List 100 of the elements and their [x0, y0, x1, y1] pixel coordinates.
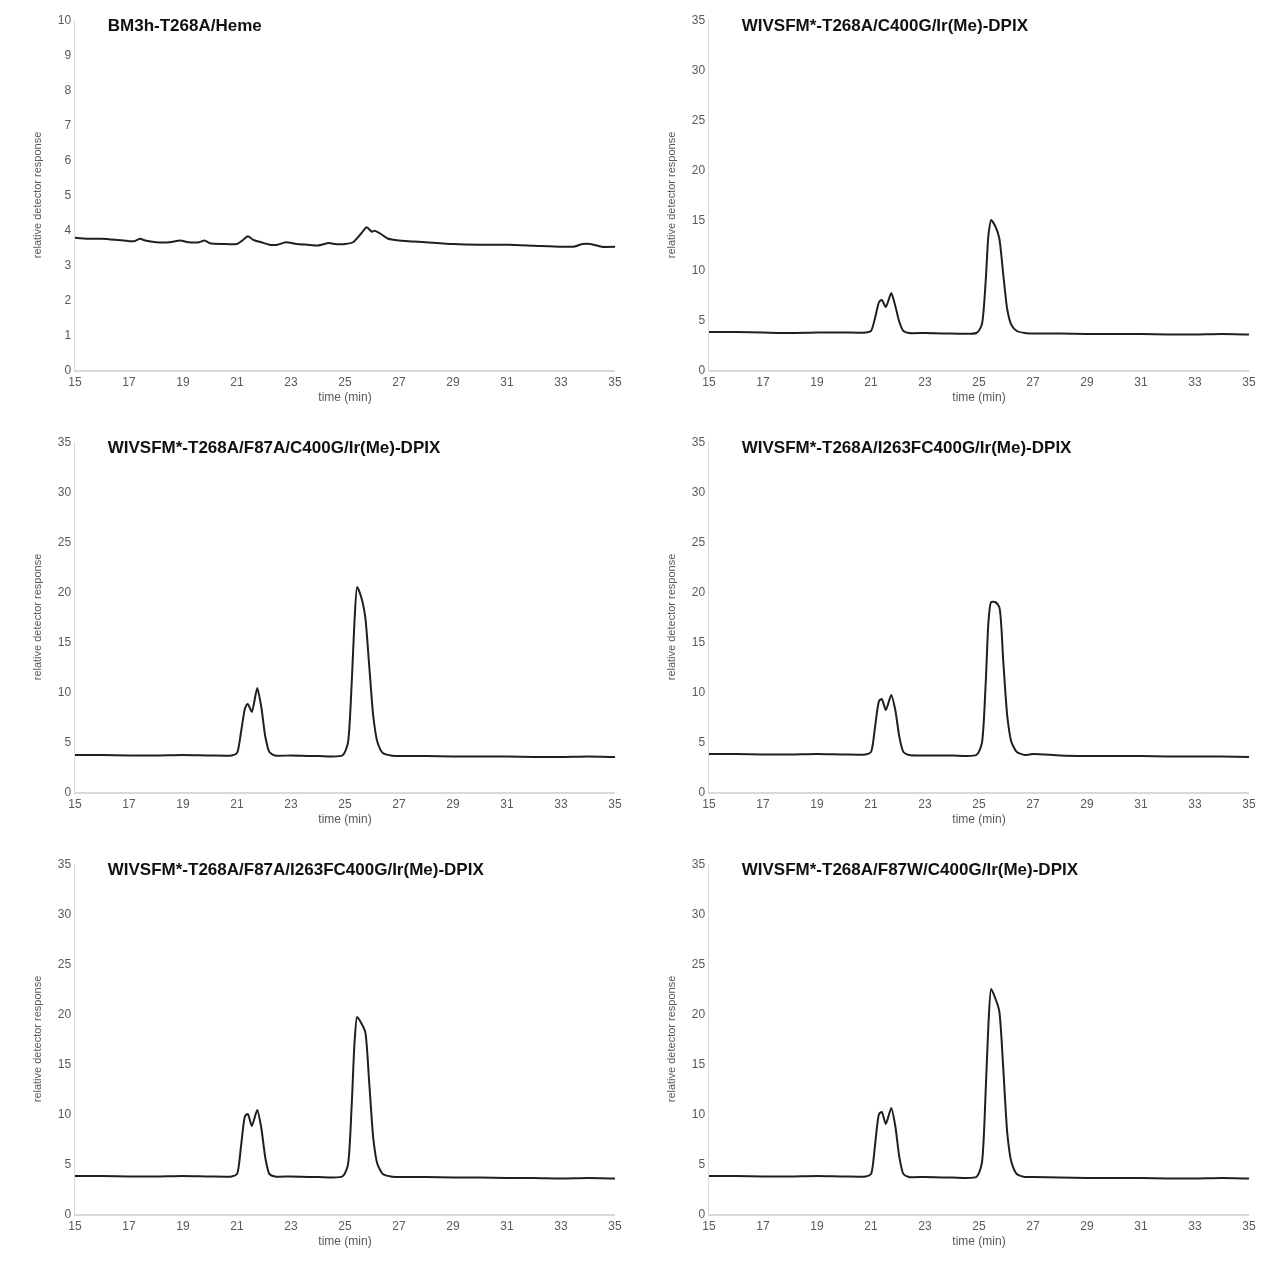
y-axis-title: relative detector response: [664, 553, 677, 681]
x-tick-label: 27: [1026, 374, 1040, 389]
x-tick-label: 29: [446, 374, 460, 389]
y-tick-label: 5: [64, 735, 72, 750]
y-tick-label: 5: [698, 735, 706, 750]
y-tick-label: 35: [57, 857, 72, 872]
x-tick-label: 33: [1188, 1218, 1202, 1233]
x-tick-label: 21: [864, 374, 878, 389]
line-series: [75, 1016, 615, 1180]
y-tick-label: 5: [698, 313, 706, 328]
y-tick-label: 25: [691, 535, 706, 550]
line-series: [709, 600, 1249, 758]
chart-title: WIVSFM*-T268A/F87A/C400G/Ir(Me)-DPIX: [107, 437, 441, 457]
y-tick-label: 25: [691, 957, 706, 972]
x-axis-title: time (min): [318, 389, 372, 404]
x-tick-label: 29: [1080, 796, 1094, 811]
x-tick-label: 19: [176, 374, 190, 389]
x-tick-label: 33: [554, 1218, 568, 1233]
y-tick-label: 20: [691, 1007, 706, 1022]
y-tick-label: 0: [698, 785, 706, 800]
y-tick-label: 7: [64, 118, 72, 133]
y-tick-label: 35: [691, 435, 706, 450]
y-tick-label: 10: [691, 263, 706, 278]
y-tick-label: 30: [691, 63, 706, 78]
x-tick-label: 27: [1026, 796, 1040, 811]
x-tick-label: 17: [122, 1218, 136, 1233]
y-tick-label: 10: [691, 685, 706, 700]
x-tick-label: 31: [500, 1218, 514, 1233]
line-series: [709, 219, 1249, 336]
x-tick-label: 19: [810, 374, 824, 389]
y-tick-label: 5: [64, 188, 72, 203]
x-tick-label: 29: [1080, 374, 1094, 389]
x-axis-title: time (min): [318, 811, 372, 826]
x-tick-label: 17: [756, 374, 770, 389]
x-axis-title: time (min): [952, 1233, 1006, 1248]
y-tick-label: 20: [57, 585, 72, 600]
y-tick-label: 30: [57, 907, 72, 922]
x-tick-label: 35: [608, 796, 622, 811]
x-tick-label: 19: [176, 796, 190, 811]
x-tick-label: 31: [500, 796, 514, 811]
y-axis-title: relative detector response: [664, 975, 677, 1103]
y-tick-label: 2: [64, 293, 72, 308]
line-series: [709, 988, 1249, 1180]
x-tick-label: 31: [1134, 374, 1148, 389]
y-tick-label: 10: [57, 1107, 72, 1122]
y-axis-title: relative detector response: [30, 131, 43, 259]
x-tick-label: 21: [864, 1218, 878, 1233]
x-tick-label: 31: [1134, 1218, 1148, 1233]
x-tick-label: 33: [1188, 374, 1202, 389]
y-tick-label: 20: [691, 163, 706, 178]
chart-title: BM3h-T268A/Heme: [107, 15, 262, 35]
x-tick-label: 25: [972, 1218, 986, 1233]
y-tick-label: 1: [64, 328, 72, 343]
y-tick-label: 9: [64, 48, 72, 63]
x-tick-label: 33: [1188, 796, 1202, 811]
x-tick-label: 17: [122, 374, 136, 389]
x-tick-label: 23: [284, 1218, 298, 1233]
y-tick-label: 5: [64, 1157, 72, 1172]
y-tick-label: 30: [691, 907, 706, 922]
x-tick-label: 29: [1080, 1218, 1094, 1233]
line-series: [75, 226, 615, 248]
x-tick-label: 23: [918, 1218, 932, 1233]
y-tick-label: 20: [57, 1007, 72, 1022]
x-tick-label: 21: [230, 374, 244, 389]
x-tick-label: 25: [338, 374, 352, 389]
x-tick-label: 17: [122, 796, 136, 811]
x-tick-label: 35: [1242, 374, 1256, 389]
x-tick-label: 17: [756, 1218, 770, 1233]
x-tick-label: 21: [230, 1218, 244, 1233]
y-tick-label: 35: [691, 857, 706, 872]
x-tick-label: 25: [338, 796, 352, 811]
y-tick-label: 25: [691, 113, 706, 128]
x-tick-label: 33: [554, 374, 568, 389]
x-tick-label: 33: [554, 796, 568, 811]
y-tick-label: 10: [57, 685, 72, 700]
y-tick-label: 15: [57, 1057, 72, 1072]
x-tick-label: 23: [918, 374, 932, 389]
y-tick-label: 8: [64, 83, 72, 98]
chart-title: WIVSFM*-T268A/F87A/I263FC400G/Ir(Me)-DPIX: [107, 859, 485, 879]
x-axis-title: time (min): [952, 811, 1006, 826]
x-tick-label: 29: [446, 796, 460, 811]
x-tick-label: 23: [284, 374, 298, 389]
y-tick-label: 25: [57, 957, 72, 972]
x-tick-label: 27: [392, 1218, 406, 1233]
x-tick-label: 23: [918, 796, 932, 811]
x-tick-label: 31: [1134, 796, 1148, 811]
x-tick-label: 35: [608, 374, 622, 389]
x-axis-title: time (min): [952, 389, 1006, 404]
x-tick-label: 17: [756, 796, 770, 811]
y-axis-title: relative detector response: [664, 131, 677, 259]
y-tick-label: 5: [698, 1157, 706, 1172]
y-tick-label: 0: [64, 1207, 72, 1222]
x-axis-title: time (min): [318, 1233, 372, 1248]
x-tick-label: 25: [972, 796, 986, 811]
x-tick-label: 21: [864, 796, 878, 811]
chart-title: WIVSFM*-T268A/F87W/C400G/Ir(Me)-DPIX: [741, 859, 1079, 879]
y-tick-label: 25: [57, 535, 72, 550]
y-tick-label: 20: [691, 585, 706, 600]
x-tick-label: 35: [1242, 1218, 1256, 1233]
x-tick-label: 27: [1026, 1218, 1040, 1233]
